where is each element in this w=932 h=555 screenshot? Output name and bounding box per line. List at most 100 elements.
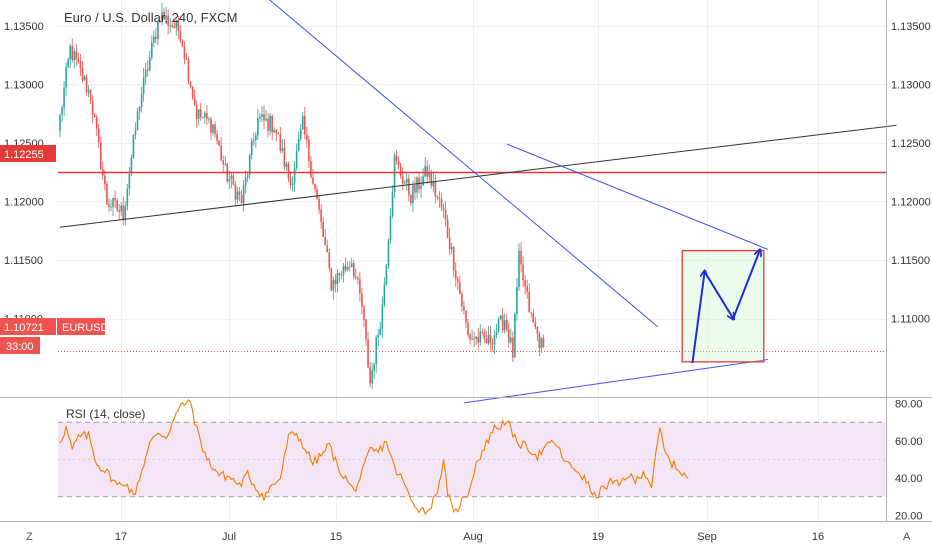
candle-body — [250, 140, 253, 155]
rsi-series — [59, 398, 689, 516]
candle-body — [534, 322, 537, 328]
candle-body — [285, 163, 288, 167]
candle-body — [399, 165, 402, 177]
candle-body — [350, 263, 353, 268]
candle-body — [312, 177, 314, 184]
candle-body — [434, 181, 437, 197]
candle-body — [308, 140, 310, 162]
time-axis-label: 16 — [812, 531, 824, 543]
candle-body — [95, 116, 98, 129]
candle-body — [391, 191, 394, 217]
candle-body — [393, 155, 396, 192]
chart-title[interactable]: Euro / U.S. Dollar, 240, FXCM — [64, 10, 237, 25]
projection-arrow — [691, 272, 704, 364]
price-axis-label: 1.13000 — [891, 79, 931, 91]
candle-body — [397, 160, 400, 166]
candle-body — [459, 282, 461, 294]
candle-body — [193, 97, 196, 105]
rsi-band-fill — [58, 422, 886, 497]
candle-body — [448, 236, 451, 250]
candle-body — [416, 177, 418, 193]
candle-body — [369, 367, 371, 384]
candle-body — [444, 209, 447, 220]
candle-body — [538, 333, 541, 349]
candle-body — [473, 338, 475, 340]
candle-body — [177, 19, 180, 32]
auto-scale-button[interactable]: A — [903, 531, 911, 543]
candle-body — [267, 118, 269, 131]
left-price-label: 1.13500 — [4, 21, 44, 33]
rsi-axis-label: 20.00 — [895, 510, 923, 522]
candle-body — [457, 278, 459, 283]
candle-body — [130, 157, 133, 174]
rsi-title[interactable]: RSI (14, close) — [66, 407, 145, 421]
candle-body — [454, 270, 457, 279]
candle-body — [214, 124, 216, 135]
zoom-button[interactable]: Z — [26, 531, 33, 543]
candle-body — [465, 310, 467, 323]
candle-body — [97, 128, 100, 143]
candle-body — [255, 135, 257, 141]
candle-body — [365, 319, 367, 340]
candle-body — [153, 36, 155, 43]
candle-body — [269, 115, 271, 131]
candle-body — [89, 89, 92, 102]
candle-body — [377, 335, 380, 338]
candle-body — [387, 240, 390, 266]
candle-body — [334, 279, 337, 285]
price-axis-label: 1.11000 — [891, 314, 930, 326]
candle-body — [503, 320, 506, 331]
candle-body — [412, 185, 414, 204]
candle-body — [467, 322, 469, 335]
candle-body — [540, 338, 543, 349]
candle-body — [187, 59, 190, 82]
price-axis: 1.13500 1.13000 1.12500 1.12000 1.11500 1.110… — [891, 21, 931, 326]
candle-body — [336, 273, 339, 285]
candle-body — [408, 178, 410, 195]
candle-body — [167, 15, 169, 26]
candle-body — [275, 130, 278, 134]
candle-body — [389, 216, 392, 241]
rsi-band — [58, 421, 886, 498]
candle-body — [452, 247, 455, 271]
triangle-lower — [463, 359, 768, 404]
left-price-label: 1.13000 — [4, 79, 44, 91]
candle-body — [297, 138, 300, 151]
price-axis-panel[interactable] — [886, 0, 932, 400]
candle-body — [497, 319, 500, 333]
candle-body — [493, 334, 496, 345]
candle-body — [100, 142, 102, 170]
candle-body — [406, 178, 408, 183]
candle-body — [85, 76, 88, 93]
candle-body — [118, 210, 120, 212]
time-axis-label: 15 — [330, 531, 342, 543]
candle-body — [199, 109, 202, 117]
candle-body — [348, 266, 351, 268]
candle-body — [71, 45, 74, 61]
candle-body — [263, 114, 265, 121]
candle-body — [289, 178, 292, 186]
candle-body — [144, 69, 147, 78]
last-price-text: 1.10721 — [4, 322, 44, 334]
candle-body — [461, 293, 463, 307]
candle-body — [477, 336, 479, 343]
candle-body — [306, 134, 308, 141]
time-axis-label: Jul — [222, 531, 236, 543]
candle-body — [316, 189, 318, 199]
candle-body — [218, 140, 220, 146]
candle-body — [212, 124, 214, 133]
candle-body — [91, 101, 94, 115]
rsi-axis-panel[interactable] — [886, 400, 932, 522]
candle-body — [424, 166, 426, 177]
candle-body — [169, 25, 171, 26]
rsi-axis-label: 80.00 — [895, 399, 923, 411]
candle-body — [359, 279, 361, 294]
candle-body — [328, 252, 331, 269]
candle-body — [122, 205, 125, 220]
candle-body — [361, 293, 363, 307]
candle-body — [65, 67, 67, 88]
candle-body — [271, 115, 273, 133]
candle-body — [487, 334, 490, 344]
candle-body — [324, 236, 326, 246]
